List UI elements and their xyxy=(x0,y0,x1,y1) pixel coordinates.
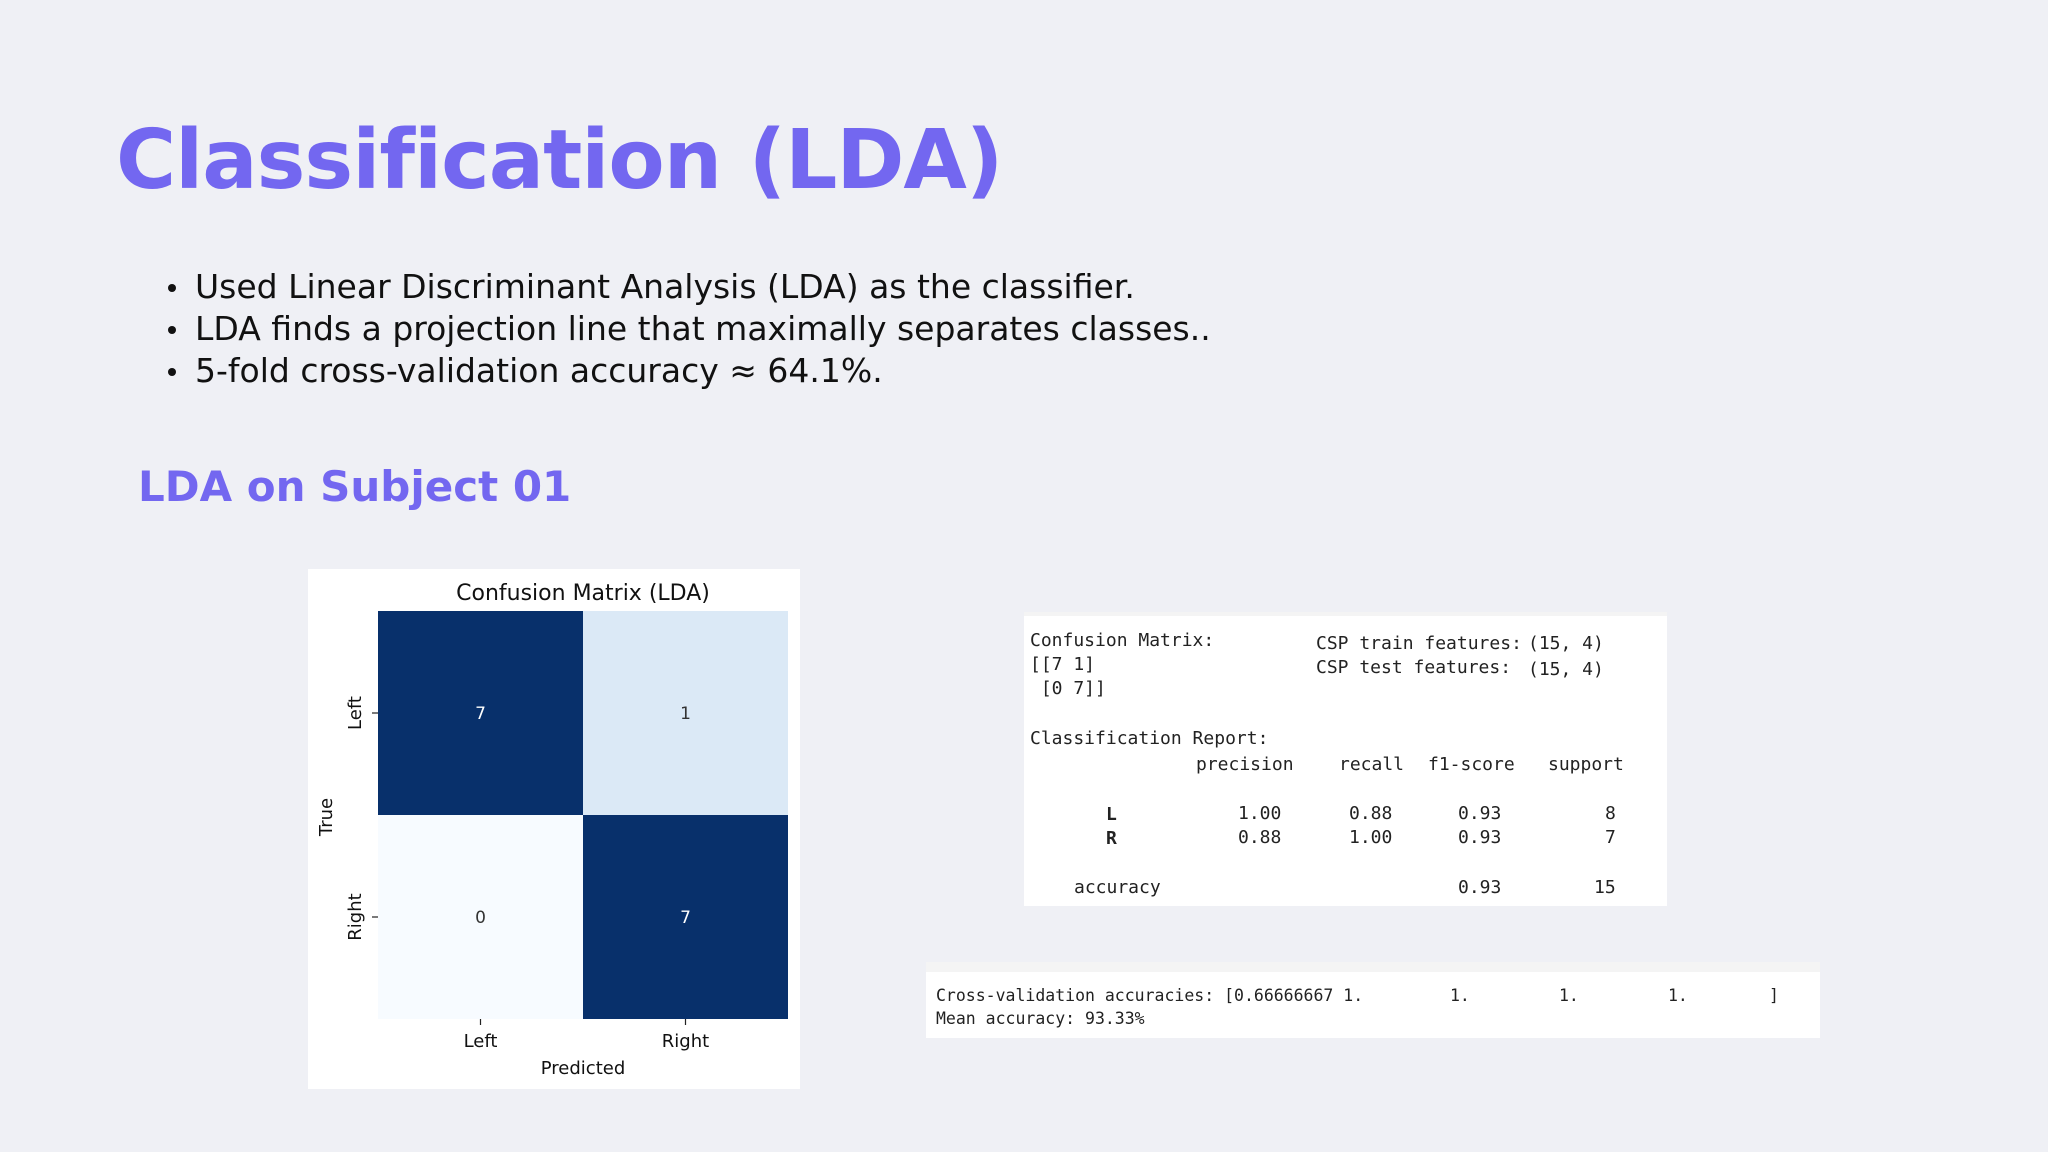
row-precision: 1.00 xyxy=(1238,803,1282,824)
header-recall: recall xyxy=(1339,754,1405,775)
mean-accuracy: Mean accuracy: 93.33% xyxy=(936,1009,1145,1028)
header-support: support xyxy=(1548,754,1624,775)
classification-report-panel: Confusion Matrix: [[7 1] [0 7]] CSP trai… xyxy=(1024,612,1667,906)
heatmap-cell xyxy=(583,611,788,815)
cv-accuracies-label: Cross-validation accuracies: [0.66666667… xyxy=(936,986,1364,1005)
cell-value-label: 1 xyxy=(680,704,691,724)
row-f1: 0.93 xyxy=(1458,827,1502,848)
accuracy-label: accuracy xyxy=(1074,877,1161,898)
section-subtitle: LDA on Subject 01 xyxy=(138,462,572,511)
cv-value: 1. xyxy=(1559,986,1579,1005)
slide-title: Classification (LDA) xyxy=(116,113,1003,208)
train-features-value: (15, 4) xyxy=(1528,633,1604,654)
bullet-item: Used Linear Discriminant Analysis (LDA) … xyxy=(168,266,1211,308)
heatmap-cell xyxy=(378,815,583,1019)
x-tick-label: Right xyxy=(662,1031,709,1052)
cv-value: ] xyxy=(1769,986,1779,1005)
cell-value-label: 7 xyxy=(475,704,486,724)
confusion-matrix-chart: Confusion Matrix (LDA) 7 1 0 7 Left Right Left… xyxy=(316,581,788,1079)
chart-title: Confusion Matrix (LDA) xyxy=(456,581,710,606)
row-support: 8 xyxy=(1605,803,1616,824)
cv-value: 1. xyxy=(1450,986,1470,1005)
cell-value-label: 7 xyxy=(680,908,691,928)
cv-value: 1. xyxy=(1668,986,1688,1005)
cm-row: [0 7]] xyxy=(1030,678,1106,699)
cm-label: Confusion Matrix: xyxy=(1030,630,1215,651)
bullet-item: 5-fold cross-validation accuracy ≈ 64.1%… xyxy=(168,350,1211,392)
confusion-matrix-panel: Confusion Matrix (LDA) 7 1 0 7 Left Right Left… xyxy=(308,569,800,1089)
cross-validation-panel: Cross-validation accuracies: [0.66666667… xyxy=(926,962,1820,1038)
row-recall: 0.88 xyxy=(1349,803,1393,824)
heatmap-cell xyxy=(378,611,583,815)
cm-row: [[7 1] xyxy=(1030,654,1096,675)
train-features-label: CSP train features: xyxy=(1316,633,1522,654)
y-tick-label: Left xyxy=(345,696,366,730)
x-tick-label: Left xyxy=(464,1031,498,1052)
accuracy-f1: 0.93 xyxy=(1458,877,1502,898)
row-f1: 0.93 xyxy=(1458,803,1502,824)
bullet-list: Used Linear Discriminant Analysis (LDA) … xyxy=(168,266,1211,392)
row-label: R xyxy=(1106,828,1117,849)
heatmap-cell xyxy=(583,815,788,1019)
row-label: L xyxy=(1106,804,1117,825)
accuracy-support: 15 xyxy=(1594,877,1616,898)
row-recall: 1.00 xyxy=(1349,827,1393,848)
row-precision: 0.88 xyxy=(1238,827,1282,848)
y-tick-label: Right xyxy=(345,893,366,940)
cell-value-label: 0 xyxy=(475,908,486,928)
bullet-item: LDA finds a projection line that maximal… xyxy=(168,308,1211,350)
report-label: Classification Report: xyxy=(1030,728,1269,749)
test-features-value: (15, 4) xyxy=(1528,659,1604,680)
test-features-label: CSP test features: xyxy=(1316,657,1512,678)
header-precision: precision xyxy=(1196,754,1294,775)
row-support: 7 xyxy=(1605,827,1616,848)
header-f1: f1-score xyxy=(1428,754,1515,775)
x-axis-label: Predicted xyxy=(541,1058,626,1079)
y-axis-label: True xyxy=(316,798,337,837)
